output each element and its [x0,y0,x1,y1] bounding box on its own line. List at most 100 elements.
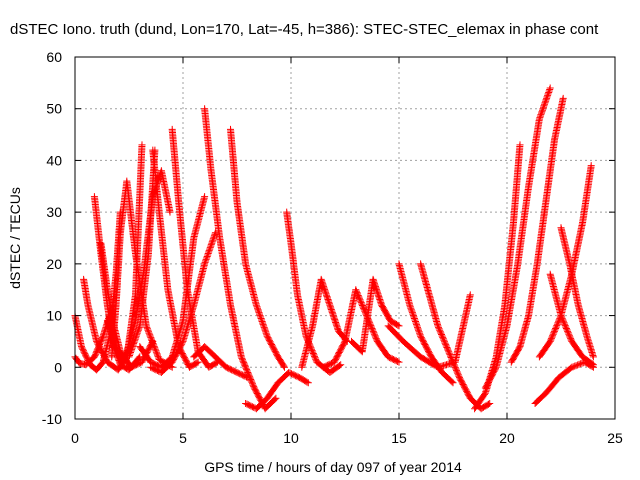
data-point [160,366,163,369]
x-tick-label: 25 [607,430,623,446]
data-point [512,221,515,224]
data-point [568,263,571,265]
data-point [549,340,551,343]
data-point [89,363,91,366]
data-series-arc-17 [283,208,345,376]
data-point [126,350,128,353]
data-point [193,237,195,239]
data-point [244,263,247,265]
y-tick-label: 0 [54,359,62,375]
data-point [538,118,541,120]
data-point [355,288,357,291]
data-point [143,268,145,270]
data-point [430,356,433,358]
data-point [538,356,541,358]
data-point [484,387,487,389]
data-point [149,366,152,369]
data-point [193,356,195,358]
data-series-arc-20 [348,275,403,356]
data-point [277,356,279,358]
data-point [78,362,81,364]
data-point [151,149,154,151]
data-series-arc-12 [168,125,222,371]
data-point [177,201,180,203]
data-point [519,144,521,146]
data-point [320,278,323,281]
data-point [527,314,530,317]
data-point [110,356,113,358]
data-point [208,366,210,369]
data-point [128,356,130,358]
data-point [218,237,221,239]
data-point [592,363,595,366]
y-tick-label: 40 [46,152,62,168]
data-point [387,356,390,358]
data-point [545,201,547,203]
data-point [571,340,573,343]
data-point [527,185,530,188]
data-series-arc-21 [395,260,457,387]
data-point [329,304,331,307]
series-markers [283,208,345,376]
data-point [229,128,232,131]
data-point [592,356,595,358]
data-point [117,369,119,371]
data-point [247,376,249,379]
series-markers [417,260,494,413]
data-point [93,195,96,198]
data-point [536,263,539,265]
data-point [95,369,98,371]
data-point [307,382,310,384]
plot-frame [74,56,616,420]
data-point [82,278,85,281]
data-point [380,304,383,307]
data-point [145,325,148,327]
data-point [437,325,439,327]
data-series-arc-23 [384,291,474,371]
data-point [372,278,374,281]
data-point [419,356,422,358]
data-point [85,363,87,366]
data-point [402,340,405,343]
data-point [160,371,163,374]
axis-ticks [74,56,616,420]
x-axis-tick-labels: 0 5 10 15 20 25 [71,430,623,446]
data-point [106,288,109,291]
data-point [311,325,314,327]
x-tick-label: 0 [71,430,79,446]
data-point [186,288,189,291]
data-point [339,363,342,366]
data-point [316,361,318,363]
data-point [240,356,243,358]
data-point [130,366,132,369]
data-point [560,314,562,317]
data-point [225,366,227,369]
data-series-arc-26 [507,94,567,366]
data-point [264,407,266,410]
data-point [171,361,173,363]
y-tick-label: 20 [46,256,62,272]
data-point [376,340,379,343]
data-point [504,304,506,307]
data-points [71,84,597,413]
data-point [158,211,161,213]
data-point [139,325,141,327]
data-point [577,304,580,307]
data-point [549,87,551,89]
data-series-arc-18 [298,275,351,371]
data-point [398,361,400,363]
data-point [488,402,491,405]
data-point [419,263,422,265]
data-point [102,361,104,363]
data-series-arc-16 [242,369,312,413]
data-point [203,345,206,348]
y-axis-tick-labels: -10 0 10 20 30 40 50 60 [42,49,62,427]
data-point [322,366,325,369]
data-point [329,371,331,374]
data-point [160,169,163,172]
data-point [553,138,556,141]
data-point [337,330,340,332]
data-point [301,366,303,369]
data-point [266,335,269,338]
